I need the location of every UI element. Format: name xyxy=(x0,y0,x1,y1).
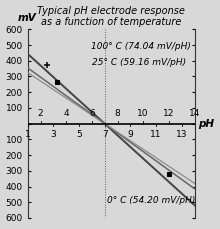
Text: pH: pH xyxy=(198,119,214,129)
Text: 6: 6 xyxy=(89,109,95,118)
Text: 25° C (59.16 mV/pH): 25° C (59.16 mV/pH) xyxy=(92,58,187,67)
Text: mV: mV xyxy=(18,13,37,23)
Text: 13: 13 xyxy=(176,130,187,139)
Title: Typical pH electrode response
as a function of temperature: Typical pH electrode response as a funct… xyxy=(37,5,185,27)
Text: 9: 9 xyxy=(127,130,133,139)
Text: 5: 5 xyxy=(76,130,82,139)
Text: 10: 10 xyxy=(138,109,149,118)
Text: 14: 14 xyxy=(189,109,200,118)
Text: 8: 8 xyxy=(115,109,120,118)
Text: 12: 12 xyxy=(163,109,174,118)
Text: 4: 4 xyxy=(63,109,69,118)
Text: 7: 7 xyxy=(102,130,108,139)
Text: 2: 2 xyxy=(38,109,43,118)
Text: 3: 3 xyxy=(50,130,56,139)
Text: 1: 1 xyxy=(25,130,31,139)
Text: 11: 11 xyxy=(150,130,162,139)
Text: 100° C (74.04 mV/pH): 100° C (74.04 mV/pH) xyxy=(91,42,191,51)
Text: 0° C (54.20 mV/pH): 0° C (54.20 mV/pH) xyxy=(107,196,196,205)
